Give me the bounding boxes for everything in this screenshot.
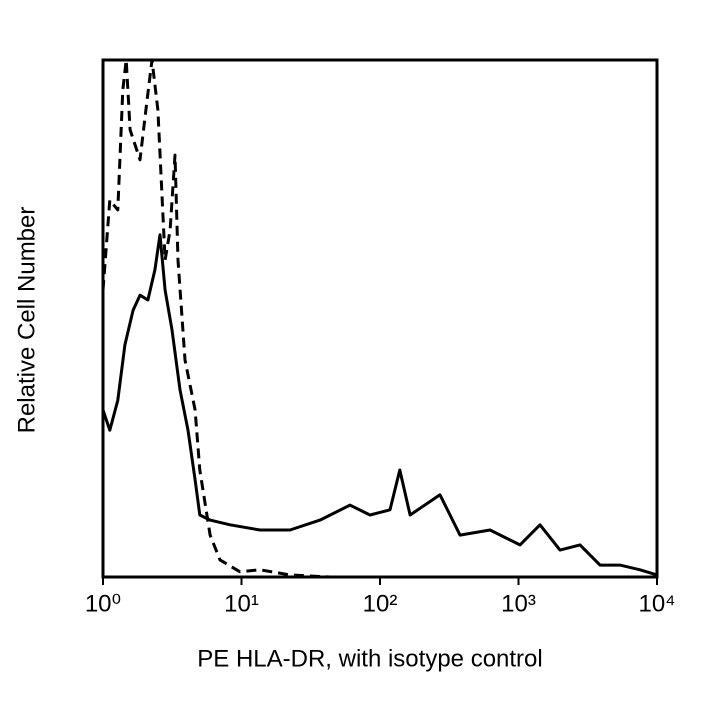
x-tick-label: 10⁴	[638, 590, 675, 617]
series-line	[101, 233, 658, 577]
x-tick-label: 10¹	[224, 590, 259, 617]
y-axis-label: Relative Cell Number	[13, 207, 40, 434]
plot-frame	[101, 58, 659, 579]
series-line	[101, 58, 400, 579]
x-axis-label: PE HLA-DR, with isotype control	[197, 645, 542, 672]
x-tick-label: 10²	[363, 590, 398, 617]
x-tick-label: 10³	[501, 590, 536, 617]
x-tick-label: 10⁰	[85, 590, 121, 617]
